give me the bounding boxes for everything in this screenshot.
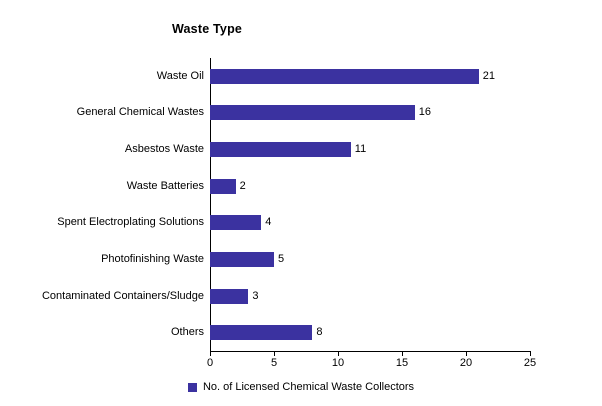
plot-area: 21 16 11 2 4 5 3 8 bbox=[210, 58, 530, 351]
chart-title: Waste Type bbox=[172, 22, 243, 36]
legend-label: No. of Licensed Chemical Waste Collector… bbox=[202, 381, 415, 393]
category-axis-labels: Waste Oil General Chemical Wastes Asbestos… bbox=[0, 58, 204, 351]
x-tick bbox=[530, 352, 531, 356]
x-tick bbox=[274, 352, 275, 356]
x-axis-line bbox=[210, 351, 531, 352]
x-axis-tick-labels: 0 5 10 15 20 25 bbox=[206, 357, 536, 373]
bar-value-label: 21 bbox=[482, 69, 496, 82]
bar bbox=[210, 68, 479, 84]
x-tick-label: 5 bbox=[270, 357, 278, 369]
bar bbox=[210, 142, 351, 158]
bar-value-label: 3 bbox=[252, 289, 259, 302]
category-label: Photofinishing Waste bbox=[101, 252, 204, 265]
bar-value-label: 2 bbox=[239, 179, 246, 192]
x-tick-label: 25 bbox=[523, 357, 537, 369]
x-axis-ticks bbox=[210, 352, 531, 357]
bar bbox=[210, 251, 274, 267]
bar bbox=[210, 215, 262, 231]
x-tick bbox=[402, 352, 403, 356]
x-tick-label: 20 bbox=[459, 357, 473, 369]
category-label: Spent Electroplating Solutions bbox=[57, 216, 204, 229]
bar-value-label: 5 bbox=[278, 252, 285, 265]
bar-value-label: 8 bbox=[316, 326, 323, 339]
x-tick bbox=[466, 352, 467, 356]
category-label: Asbestos Waste bbox=[124, 143, 204, 156]
x-tick bbox=[210, 352, 211, 356]
bar bbox=[210, 178, 236, 194]
bar bbox=[210, 105, 415, 121]
y-axis-line bbox=[210, 58, 211, 352]
x-tick bbox=[338, 352, 339, 356]
legend-swatch-icon bbox=[187, 382, 197, 392]
x-tick-label: 10 bbox=[331, 357, 345, 369]
x-tick-label: 0 bbox=[206, 357, 214, 369]
bar bbox=[210, 325, 313, 341]
bar-value-label: 4 bbox=[265, 216, 272, 229]
chart-legend: No. of Licensed Chemical Waste Collector… bbox=[0, 381, 602, 393]
bar bbox=[210, 288, 249, 304]
category-label: Waste Batteries bbox=[126, 179, 204, 192]
bar-value-label: 11 bbox=[354, 143, 367, 156]
category-label: General Chemical Wastes bbox=[76, 106, 204, 119]
category-label: Contaminated Containers/Sludge bbox=[41, 289, 204, 302]
category-label: Others bbox=[170, 326, 204, 339]
category-label: Waste Oil bbox=[156, 69, 204, 82]
x-tick-label: 15 bbox=[395, 357, 409, 369]
bar-value-label: 16 bbox=[418, 106, 432, 119]
